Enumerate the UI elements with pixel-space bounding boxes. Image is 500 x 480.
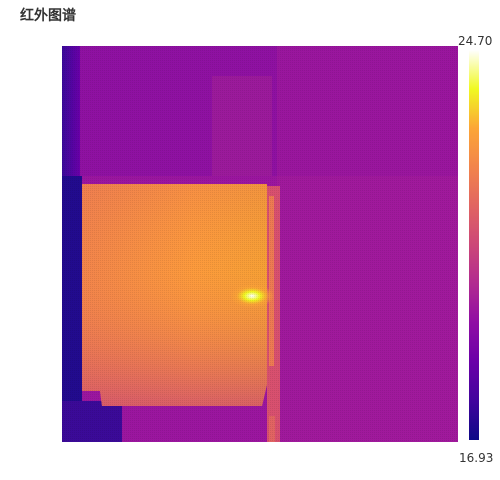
thermal-heatmap[interactable] bbox=[62, 46, 458, 442]
sensor-texture bbox=[62, 46, 458, 442]
colorbar[interactable] bbox=[469, 50, 479, 440]
colorbar-max-label: 24.70 bbox=[458, 34, 493, 48]
colorbar-min-label: 16.93 bbox=[459, 451, 494, 465]
chart-title: 红外图谱 bbox=[20, 8, 76, 24]
